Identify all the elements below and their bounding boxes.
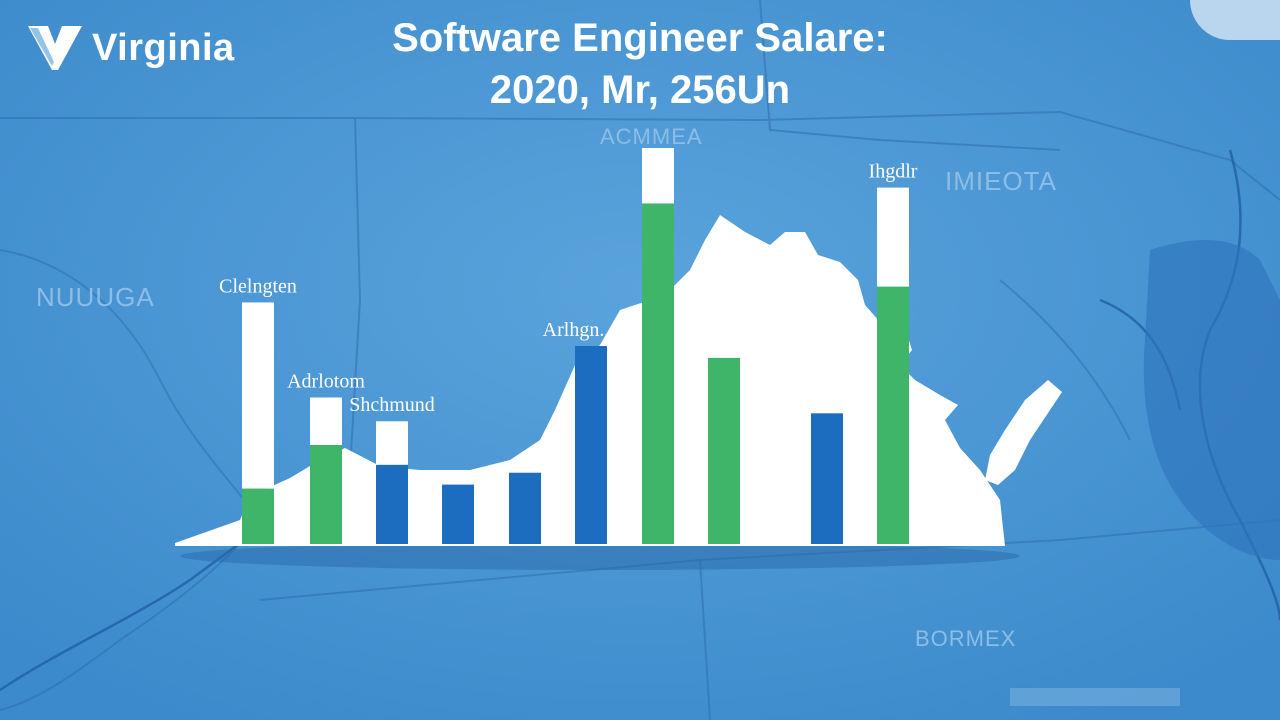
bar-segment-blue	[509, 472, 541, 544]
bar-segment-green	[708, 357, 740, 544]
eastern-shore	[985, 380, 1062, 485]
title-line-1: Software Engineer Salare:	[392, 16, 888, 60]
background-label: IMIEOTA	[945, 166, 1057, 196]
bar-segment-white	[376, 421, 408, 465]
bar-label: Clelngten	[219, 275, 297, 297]
bar-segment-green	[642, 203, 674, 544]
bar-segment-white	[877, 187, 909, 287]
bar-segment-white	[642, 148, 674, 204]
background-label: BORMEX	[915, 626, 1017, 651]
bar-label: Ihgdlr	[869, 161, 918, 183]
bar-segment-green	[877, 286, 909, 544]
bar-segment-white	[310, 397, 342, 445]
chart-title: Software Engineer Salare: 2020, Mr, 256U…	[340, 12, 940, 116]
bar-segment-blue	[575, 346, 607, 544]
bottom-smudge	[1010, 688, 1180, 706]
bar-segment-green	[310, 445, 342, 544]
background-label: NUUUGA	[36, 282, 155, 312]
title-line-2: 2020, Mr, 256Un	[489, 68, 791, 112]
bar-label: Arlhgn... Ist	[543, 319, 640, 341]
bar-label: Shchmund	[349, 394, 435, 416]
bay-shape	[1143, 240, 1280, 560]
bar-segment-green	[242, 488, 274, 544]
bar-label: Adrlotom	[287, 370, 365, 392]
bar-segment-blue	[376, 464, 408, 544]
bar-segment-white	[242, 302, 274, 489]
brand-name: Virginia	[92, 26, 235, 69]
bar-segment-blue	[442, 484, 474, 544]
bar-segment-blue	[811, 413, 843, 544]
v-chevron-icon	[28, 26, 82, 70]
background-label: ACMMEA	[600, 124, 703, 149]
brand-logo: Virginia	[26, 22, 235, 74]
